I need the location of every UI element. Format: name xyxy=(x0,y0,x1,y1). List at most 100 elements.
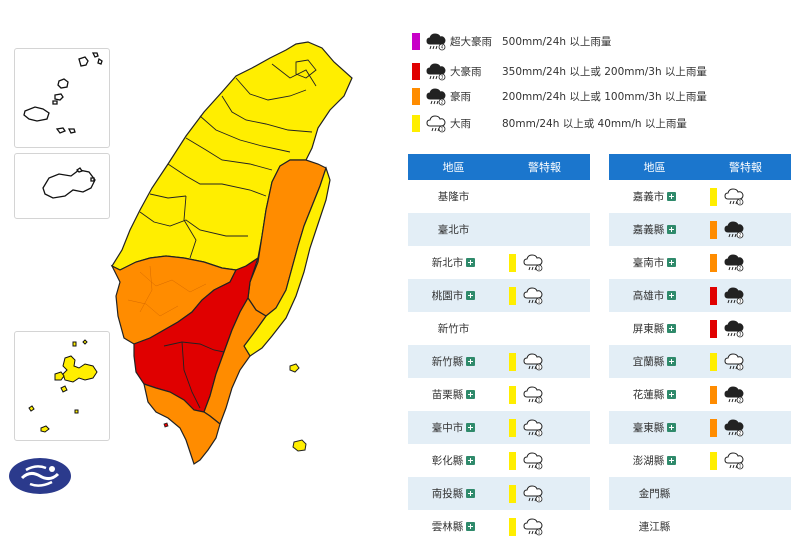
expand-plus-icon[interactable] xyxy=(667,423,677,432)
warning-level-bar xyxy=(710,286,717,305)
rain-warning-icon[interactable]: 2 xyxy=(724,385,744,404)
table-row[interactable]: 花蓮縣 2 xyxy=(609,378,791,411)
warning-cell: 1 xyxy=(700,180,791,213)
warning-cell: 1 xyxy=(499,444,590,477)
region-cell: 花蓮縣 xyxy=(609,387,700,402)
table-row[interactable]: 屏東縣 3 xyxy=(609,312,791,345)
region-name: 嘉義市 xyxy=(632,191,665,203)
svg-text:1: 1 xyxy=(538,431,541,436)
region-cell: 基隆市 xyxy=(408,189,499,204)
rain-warning-icon[interactable]: 1 xyxy=(523,352,543,371)
rain-warning-icon[interactable]: 2 xyxy=(724,253,744,272)
warning-level-bar xyxy=(509,352,516,371)
table-body: 基隆市 臺北市 新北市 1 桃園市 1 新竹市 新竹縣 1 苗栗縣 1 臺中市 1 彰化縣 1 南投縣 1 雲林縣… xyxy=(408,180,590,543)
table-row[interactable]: 嘉義市 1 xyxy=(609,180,791,213)
expand-plus-icon[interactable] xyxy=(466,456,476,465)
region-cell: 屏東縣 xyxy=(609,321,700,336)
expand-plus-icon[interactable] xyxy=(466,489,476,498)
expand-plus-icon[interactable] xyxy=(667,225,677,234)
expand-plus-icon[interactable] xyxy=(466,258,476,267)
rain-warning-icon[interactable]: 1 xyxy=(523,418,543,437)
table-row[interactable]: 新竹市 xyxy=(408,312,590,345)
svg-text:1: 1 xyxy=(538,398,541,403)
rain-warning-icon[interactable]: 3 xyxy=(724,319,744,338)
region-name: 臺中市 xyxy=(431,422,464,434)
region-name: 花蓮縣 xyxy=(632,389,665,401)
legend-row: 3 大豪雨 350mm/24h 以上或 200mm/3h 以上雨量 xyxy=(412,61,792,81)
table-row[interactable]: 宜蘭縣 1 xyxy=(609,345,791,378)
table-row[interactable]: 新竹縣 1 xyxy=(408,345,590,378)
expand-plus-icon[interactable] xyxy=(466,291,476,300)
warning-cell: 2 xyxy=(700,378,791,411)
svg-text:1: 1 xyxy=(441,127,444,132)
table-row[interactable]: 臺中市 1 xyxy=(408,411,590,444)
rain-warning-icon[interactable]: 2 xyxy=(724,220,744,239)
rain-warning-icon[interactable]: 1 xyxy=(523,286,543,305)
rain-warning-icon[interactable]: 1 xyxy=(523,451,543,470)
expand-plus-icon[interactable] xyxy=(667,291,677,300)
expand-plus-icon[interactable] xyxy=(667,390,677,399)
expand-plus-icon[interactable] xyxy=(466,522,476,531)
table-row[interactable]: 連江縣 xyxy=(609,510,791,543)
penghu-islands xyxy=(28,339,98,433)
rain-warning-icon[interactable]: 1 xyxy=(523,517,543,536)
table-row[interactable]: 基隆市 xyxy=(408,180,590,213)
table-row[interactable]: 桃園市 1 xyxy=(408,279,590,312)
table-row[interactable]: 臺南市 2 xyxy=(609,246,791,279)
warning-level-bar xyxy=(710,187,717,206)
legend-level-description: 80mm/24h 以上或 40mm/h 以上雨量 xyxy=(502,117,687,130)
rain-warning-icon[interactable]: 1 xyxy=(523,253,543,272)
region-cell: 新竹市 xyxy=(408,321,499,336)
expand-plus-icon[interactable] xyxy=(667,258,677,267)
expand-plus-icon[interactable] xyxy=(466,357,476,366)
table-row[interactable]: 南投縣 1 xyxy=(408,477,590,510)
warning-level-bar xyxy=(509,253,516,272)
expand-plus-icon[interactable] xyxy=(667,456,677,465)
region-cell: 苗栗縣 xyxy=(408,387,499,402)
expand-plus-icon[interactable] xyxy=(667,357,677,366)
legend-color-swatch xyxy=(412,87,420,105)
region-taitung-orange[interactable] xyxy=(203,296,267,425)
table-row[interactable]: 金門縣 xyxy=(609,477,791,510)
table-row[interactable]: 澎湖縣 1 xyxy=(609,444,791,477)
legend-level-description: 500mm/24h 以上雨量 xyxy=(502,35,612,48)
table-row[interactable]: 高雄市 3 xyxy=(609,279,791,312)
region-name: 嘉義縣 xyxy=(632,224,665,236)
region-name: 新北市 xyxy=(431,257,464,269)
expand-plus-icon[interactable] xyxy=(667,324,677,333)
warning-cell: 1 xyxy=(499,279,590,312)
region-name: 苗栗縣 xyxy=(431,389,464,401)
table-row[interactable]: 臺東縣 2 xyxy=(609,411,791,444)
table-row[interactable]: 雲林縣 1 xyxy=(408,510,590,543)
table-row[interactable]: 臺北市 xyxy=(408,213,590,246)
svg-text:1: 1 xyxy=(739,200,742,205)
region-cell: 臺中市 xyxy=(408,420,499,435)
warning-cell: 1 xyxy=(499,510,590,543)
cwa-logo xyxy=(9,458,71,494)
rain-warning-icon[interactable]: 1 xyxy=(523,484,543,503)
region-name: 新竹縣 xyxy=(431,356,464,368)
warning-cell: 2 xyxy=(700,411,791,444)
expand-plus-icon[interactable] xyxy=(667,192,677,201)
warning-column-header: 警特報 xyxy=(729,161,762,174)
warning-cell: 1 xyxy=(499,378,590,411)
rain-warning-icon[interactable]: 1 xyxy=(724,352,744,371)
expand-plus-icon[interactable] xyxy=(466,390,476,399)
rain-warning-icon[interactable]: 3 xyxy=(724,286,744,305)
table-row[interactable]: 彰化縣 1 xyxy=(408,444,590,477)
region-column-header: 地區 xyxy=(643,161,666,174)
warning-level-bar xyxy=(509,385,516,404)
region-south-tip-orange[interactable] xyxy=(143,383,221,465)
heavy-rain-icon: 1 xyxy=(426,114,446,133)
table-row[interactable]: 新北市 1 xyxy=(408,246,590,279)
table-row[interactable]: 苗栗縣 1 xyxy=(408,378,590,411)
rain-warning-icon[interactable]: 2 xyxy=(724,418,744,437)
rain-warning-icon[interactable]: 1 xyxy=(724,451,744,470)
region-cell: 彰化縣 xyxy=(408,453,499,468)
svg-text:4: 4 xyxy=(441,45,444,50)
rain-warning-icon[interactable]: 1 xyxy=(724,187,744,206)
table-row[interactable]: 嘉義縣 2 xyxy=(609,213,791,246)
matsu-south-islands xyxy=(42,167,96,199)
rain-warning-icon[interactable]: 1 xyxy=(523,385,543,404)
expand-plus-icon[interactable] xyxy=(466,423,476,432)
